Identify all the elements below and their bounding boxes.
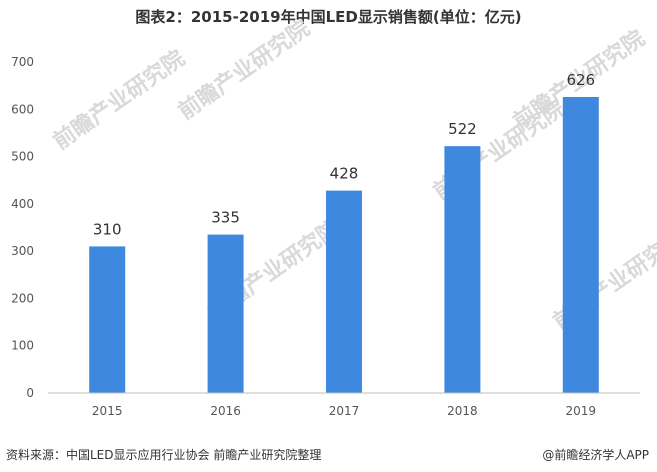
watermark-text: 前瞻产业研究院	[49, 45, 190, 155]
y-tick-label: 500	[11, 150, 34, 164]
bar-2018	[444, 146, 481, 393]
data-label-2015: 310	[93, 220, 122, 238]
data-label-2017: 428	[330, 165, 359, 183]
data-label-2018: 522	[448, 120, 477, 138]
bar-2017	[326, 190, 362, 393]
y-tick-label: 400	[11, 197, 34, 211]
brand-credit: @前瞻经济学人APP	[542, 448, 649, 462]
y-tick-label: 0	[26, 386, 34, 400]
source-note: 资料来源：中国LED显示应用行业协会 前瞻产业研究院整理	[6, 448, 322, 462]
y-tick-label: 600	[11, 102, 34, 116]
y-tick-label: 200	[11, 291, 34, 305]
x-tick-label: 2015	[92, 404, 123, 418]
y-tick-label: 300	[11, 244, 34, 258]
x-tick-label: 2019	[566, 404, 597, 418]
bar-chart: 前瞻产业研究院前瞻产业研究院前瞻产业研究院前瞻产业研究院前瞻产业研究院前瞻产业研…	[11, 15, 657, 418]
x-tick-label: 2017	[329, 404, 360, 418]
y-tick-label: 100	[11, 339, 34, 353]
y-axis: 0 100 200 300 400 500 600 700	[11, 55, 34, 400]
data-label-2016: 335	[211, 209, 240, 227]
chart-title: 图表2：2015-2019年中国LED显示销售额(单位：亿元)	[135, 8, 522, 26]
bar-2015	[89, 246, 126, 393]
y-tick-label: 700	[11, 55, 34, 69]
data-label-2019: 626	[566, 71, 595, 89]
x-axis: 2015 2016 2017 2018 2019	[48, 392, 640, 418]
x-tick-label: 2016	[210, 404, 241, 418]
x-tick-label: 2018	[447, 404, 478, 418]
bar-2019	[562, 96, 599, 394]
watermark-text: 前瞻产业研究院	[174, 15, 315, 125]
bar-2016	[207, 234, 244, 393]
bar-series: 310 335 428 522 626	[89, 71, 599, 394]
